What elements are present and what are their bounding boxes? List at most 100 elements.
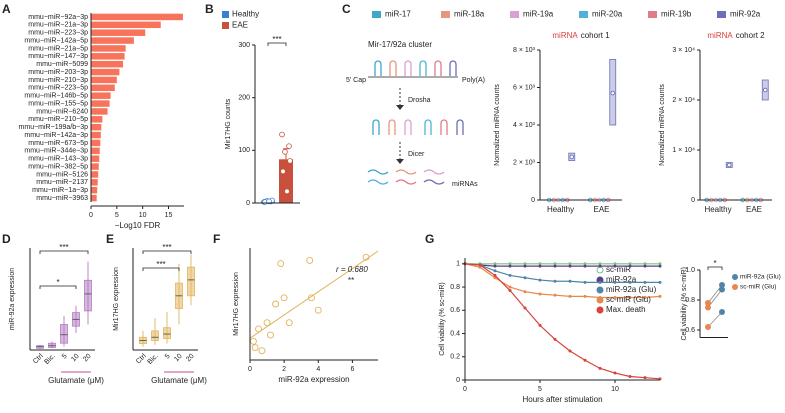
bar bbox=[91, 186, 98, 194]
data-point bbox=[493, 269, 497, 273]
bar bbox=[91, 179, 98, 186]
data-point bbox=[583, 264, 587, 268]
legend-swatch bbox=[222, 22, 229, 29]
category-label: mmu−miR−382−5p bbox=[28, 163, 88, 170]
title-text: cohort 2 bbox=[736, 31, 765, 40]
significance-label: * bbox=[713, 259, 716, 268]
bar bbox=[91, 21, 161, 29]
legend-label: miR-92a (Glu) bbox=[740, 274, 781, 281]
panel-letter: G bbox=[425, 232, 434, 246]
hairpin bbox=[374, 60, 382, 76]
data-point bbox=[314, 306, 322, 314]
y-axis-label: Mir17HG expression bbox=[233, 272, 240, 336]
y-tick-label: 0 bbox=[246, 200, 250, 207]
x-axis-label: Hours after stimulation bbox=[522, 395, 602, 404]
data-point bbox=[553, 337, 557, 341]
legend-swatch bbox=[441, 11, 450, 18]
y-tick-label: 0.2 bbox=[450, 354, 460, 361]
data-point bbox=[613, 296, 617, 300]
data-point bbox=[705, 304, 711, 311]
significance-bracket bbox=[39, 285, 77, 289]
x-tick-label: 0 bbox=[463, 386, 467, 393]
data-point bbox=[719, 282, 725, 288]
dicer-label: Dicer bbox=[408, 151, 425, 158]
panel-letter: C bbox=[342, 2, 351, 16]
cap-label: 5′ Cap bbox=[346, 77, 366, 84]
series-line bbox=[464, 263, 661, 299]
series-line bbox=[464, 263, 661, 380]
y-axis-label: Normalized miRNA counts bbox=[659, 84, 666, 166]
y-axis-label: Cell viability (% sc-miR) bbox=[439, 282, 446, 356]
category-label: mmu−miR−142a−3p bbox=[24, 132, 88, 139]
x-tick-label: 10 bbox=[139, 212, 147, 219]
significance-bracket bbox=[707, 266, 723, 270]
data-point bbox=[658, 262, 662, 266]
pair-line bbox=[707, 311, 723, 328]
data-point bbox=[285, 319, 293, 327]
category-label: mmu−miR−147−3p bbox=[28, 53, 88, 60]
data-point bbox=[255, 325, 262, 333]
mirna-strand bbox=[367, 169, 389, 175]
fit-line bbox=[249, 250, 379, 339]
category-label: mmu−miR−210−5p bbox=[28, 116, 88, 123]
significance-bracket bbox=[39, 250, 89, 254]
y-tick-label: 8 × 10³ bbox=[513, 47, 536, 54]
hairpin bbox=[404, 60, 412, 76]
y-tick-label: 0.4 bbox=[450, 330, 460, 337]
data-point bbox=[493, 262, 497, 266]
data-point bbox=[610, 90, 616, 96]
y-tick-label: 0.8 bbox=[685, 297, 695, 304]
x-axis-label: Glutamate (μM) bbox=[151, 376, 207, 385]
data-point bbox=[280, 168, 286, 175]
bar bbox=[91, 139, 101, 147]
data-point bbox=[508, 289, 512, 293]
mirna-strand bbox=[367, 179, 389, 185]
y-tick-label: 3 × 10⁴ bbox=[672, 47, 695, 54]
y-tick-label: 0 bbox=[456, 377, 460, 384]
legend-label: miR-92a (Glu) bbox=[606, 285, 657, 294]
data-point bbox=[523, 264, 527, 268]
bar bbox=[91, 60, 124, 68]
x-tick-label: EAE bbox=[593, 205, 609, 214]
legend-label: Healthy bbox=[232, 10, 259, 19]
significance-label: *** bbox=[156, 260, 165, 269]
legend-marker bbox=[732, 284, 738, 290]
bar bbox=[91, 155, 100, 162]
data-point bbox=[523, 262, 527, 266]
panel-letter: A bbox=[2, 2, 11, 16]
box bbox=[84, 279, 92, 312]
y-tick-label: 0 bbox=[691, 197, 695, 204]
hairpin bbox=[372, 119, 380, 135]
legend-label: sc-miR bbox=[606, 265, 631, 274]
x-tick-label: 10 bbox=[611, 386, 619, 393]
category-label: mmu−miR−2137 bbox=[36, 179, 88, 186]
data-point bbox=[508, 264, 512, 268]
data-point bbox=[508, 285, 512, 289]
legend-label: Max. death bbox=[606, 305, 646, 314]
data-point bbox=[568, 279, 572, 283]
significance-label: *** bbox=[59, 243, 68, 252]
plot-title: miRNA cohort 1 bbox=[552, 31, 610, 40]
category-label: mmu−miR−223−5p bbox=[28, 85, 88, 92]
bar bbox=[91, 84, 115, 92]
x-tick-label: 20 bbox=[185, 353, 196, 364]
significance-label: * bbox=[56, 278, 59, 287]
x-tick-label: Healthy bbox=[704, 205, 731, 214]
category-label: mmu−miR−5099 bbox=[36, 61, 88, 68]
bar bbox=[91, 163, 99, 170]
data-point bbox=[613, 262, 617, 266]
bar bbox=[91, 131, 101, 139]
legend-marker bbox=[596, 286, 604, 294]
bar bbox=[91, 37, 134, 44]
data-point bbox=[280, 294, 288, 302]
hairpin bbox=[404, 119, 412, 135]
mirna-strand bbox=[395, 169, 417, 175]
y-tick-label: 0.6 bbox=[685, 327, 695, 334]
significance-bracket bbox=[142, 250, 192, 254]
x-tick-label: Ctrl bbox=[135, 352, 148, 365]
legend-label: miR-92a bbox=[730, 10, 761, 19]
x-axis-label: −Log10 FDR bbox=[115, 221, 161, 230]
significance-bracket bbox=[267, 42, 287, 46]
mirnas-label: miRNAs bbox=[452, 181, 478, 188]
